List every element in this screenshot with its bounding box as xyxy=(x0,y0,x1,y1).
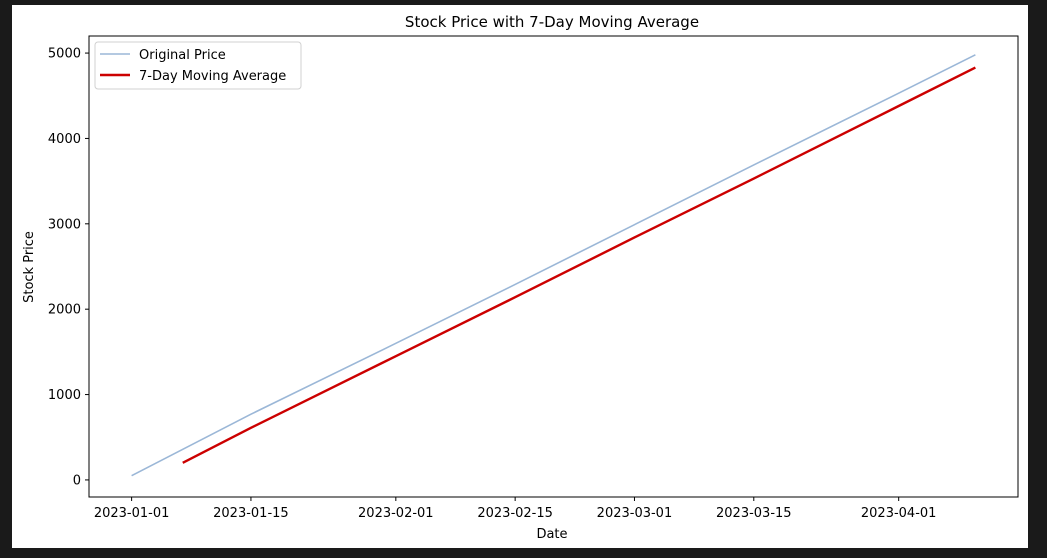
plot-area xyxy=(131,54,976,477)
y-tick-label: 3000 xyxy=(48,217,81,232)
y-tick-label: 0 xyxy=(73,473,81,488)
y-tick-label: 4000 xyxy=(48,132,81,147)
legend: Original Price 7-Day Moving Average xyxy=(94,41,302,90)
plot-frame xyxy=(88,35,1019,498)
legend-box xyxy=(94,41,302,90)
x-tick-label: 2023-01-15 xyxy=(213,506,289,521)
figure-canvas: Stock Price with 7-Day Moving Average 20… xyxy=(12,5,1028,548)
chart-title: Stock Price with 7-Day Moving Average xyxy=(405,13,699,31)
series-line-original-price xyxy=(131,54,976,477)
x-tick-label: 2023-03-15 xyxy=(716,506,792,521)
y-axis: 0 1000 2000 3000 4000 5000 xyxy=(48,47,89,488)
legend-label-original-price: Original Price xyxy=(139,48,226,63)
y-tick-label: 2000 xyxy=(48,303,81,318)
x-tick-label: 2023-03-01 xyxy=(597,506,673,521)
x-tick-label: 2023-02-01 xyxy=(358,506,434,521)
x-tick-label: 2023-02-15 xyxy=(477,506,553,521)
x-tick-label: 2023-01-01 xyxy=(94,506,170,521)
series-line-7-day-moving-average xyxy=(182,66,976,464)
y-tick-label: 5000 xyxy=(48,47,81,62)
x-tick-label: 2023-04-01 xyxy=(861,506,937,521)
y-tick-label: 1000 xyxy=(48,388,81,403)
legend-label-moving-average: 7-Day Moving Average xyxy=(139,69,286,84)
line-chart: Stock Price with 7-Day Moving Average 20… xyxy=(22,13,1019,542)
x-axis: 2023-01-01 2023-01-15 2023-02-01 2023-02-15… xyxy=(94,497,937,521)
y-axis-label: Stock Price xyxy=(22,231,37,303)
x-axis-label: Date xyxy=(536,527,567,542)
